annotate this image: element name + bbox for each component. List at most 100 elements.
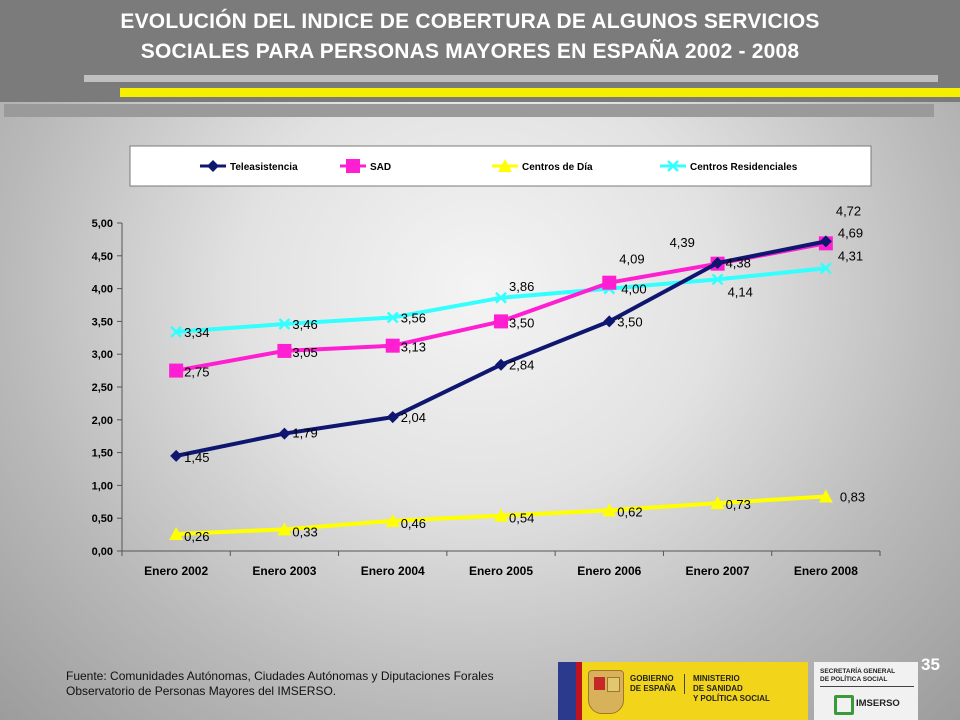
y-tick-label: 1,50 [92,448,113,460]
data-label: 4,39 [670,235,695,250]
data-label: 4,09 [619,252,644,267]
data-label: 0,54 [509,511,534,526]
secretaria-line-2: DE POLÍTICA SOCIAL [820,676,888,683]
chart-series [169,235,833,540]
data-point-stroke-b [819,262,832,275]
data-point [495,358,507,371]
data-label: 3,50 [617,314,642,329]
page-number: 35 [921,655,940,674]
ministerio-line-3: Y POLÍTICA SOCIAL [693,694,770,703]
data-label: 0,33 [292,524,317,539]
x-tick-label: Enero 2007 [686,564,750,578]
data-point [603,315,616,328]
data-point-stroke-b [495,291,507,304]
title-line-1: EVOLUCIÓN DEL INDICE DE COBERTURA DE ALG… [120,10,820,33]
data-point [278,427,291,440]
x-tick-label: Enero 2005 [469,564,533,578]
title-line-2: SOCIALES PARA PERSONAS MAYORES EN ESPAÑA… [140,40,800,63]
data-point [711,273,724,286]
data-label: 4,14 [728,284,753,299]
source-line-1: Fuente: Comunidades Autónomas, Ciudades … [66,669,494,683]
y-tick-label: 0,50 [92,513,113,525]
data-label: 0,62 [617,504,642,519]
data-label: 4,38 [726,256,751,271]
data-label: 1,45 [184,450,209,465]
y-tick-label: 0,00 [92,546,113,558]
y-tick-label: 2,00 [92,415,113,427]
coat-of-arms-icon [588,670,624,714]
legend-label: SAD [370,162,391,173]
data-point [602,503,617,517]
header-gray-rule [84,75,938,82]
gobierno-line-1: GOBIERNO [630,674,674,683]
data-point [170,326,183,338]
slide-title: EVOLUCIÓN DEL INDICE DE COBERTURA DE ALG… [0,7,940,67]
data-point [278,318,291,330]
gobierno-line-2: DE ESPAÑA [630,684,677,693]
data-point [277,343,292,358]
data-point [602,275,617,290]
y-tick-label: 3,50 [92,316,113,328]
data-point [169,526,184,540]
data-point [819,262,832,275]
legend-swatch-marker [207,160,219,172]
data-label: 3,50 [509,315,534,330]
data-label: 0,26 [184,529,209,544]
x-tick-label: Enero 2003 [252,564,316,578]
ministerio-line-2: DE SANIDAD [693,684,743,693]
chart-data-labels: 1,45 1,79 2,04 2,84 3,50 4,39 4,72 2,75 3,05 3,13… [184,203,865,544]
data-point-stroke-b [278,318,291,330]
data-label: 3,56 [401,310,426,325]
data-label: 3,34 [184,325,209,340]
imserso-name: IMSERSO [856,698,900,709]
y-tick-label: 3,00 [92,349,113,361]
legend-swatch-marker [346,159,360,173]
ministerio-text: MINISTERIO DE SANIDAD Y POLÍTICA SOCIAL [693,674,770,704]
data-point-stroke-b [711,273,724,286]
secretaria-text: SECRETARÍA GENERAL DE POLÍTICA SOCIAL [820,668,914,687]
legend-label: Centros de Día [522,162,593,173]
data-point [386,411,399,424]
y-tick-label: 2,50 [92,382,113,394]
imserso-icon [834,695,854,715]
data-point [494,314,508,329]
gobierno-espana-logo: GOBIERNO DE ESPAÑA MINISTERIO DE SANIDAD… [558,662,808,720]
legend-label: Centros Residenciales [690,162,798,173]
x-tick-label: Enero 2008 [794,564,858,578]
data-point [385,513,400,527]
data-label: 4,00 [621,282,646,297]
data-label: 3,13 [401,340,426,355]
data-point [711,257,724,270]
imserso-logo: SECRETARÍA GENERAL DE POLÍTICA SOCIAL IM… [814,662,918,720]
data-label: 0,73 [726,497,751,512]
footer-logos: GOBIERNO DE ESPAÑA MINISTERIO DE SANIDAD… [558,662,918,720]
data-label: 3,05 [292,345,317,360]
data-point [819,235,832,248]
x-tick-label: Enero 2004 [361,564,425,578]
data-label: 0,46 [401,516,426,531]
data-point [170,449,183,462]
data-label: 2,04 [401,410,426,425]
data-point [818,489,833,503]
data-point [277,522,292,536]
data-label: 0,83 [840,490,865,505]
x-tick-label: Enero 2002 [144,564,208,578]
spain-flag-strip [576,662,582,720]
y-tick-label: 4,00 [92,284,113,296]
source-note: Fuente: Comunidades Autónomas, Ciudades … [66,669,494,699]
data-label: 2,75 [184,365,209,380]
chart-axes: 0,00 0,50 1,00 1,50 2,00 2,50 3,00 3,50 4,00 4,50… [92,218,881,578]
legend-label: Teleasistencia [230,162,298,173]
data-label: 3,46 [292,317,317,332]
chart-legend: Teleasistencia SAD Centros de Día Centros R… [129,145,872,187]
data-label: 4,31 [838,248,863,263]
legend-swatch-marker-stroke-b [667,160,679,172]
y-tick-label: 5,00 [92,218,113,230]
data-point [386,311,399,324]
data-label: 3,86 [509,279,534,294]
data-point [495,291,507,304]
legend-swatch-marker [667,160,679,172]
gobierno-text: GOBIERNO DE ESPAÑA [630,674,686,694]
data-point [169,363,184,378]
source-line-2: Observatorio de Personas Mayores del IMS… [66,684,337,698]
